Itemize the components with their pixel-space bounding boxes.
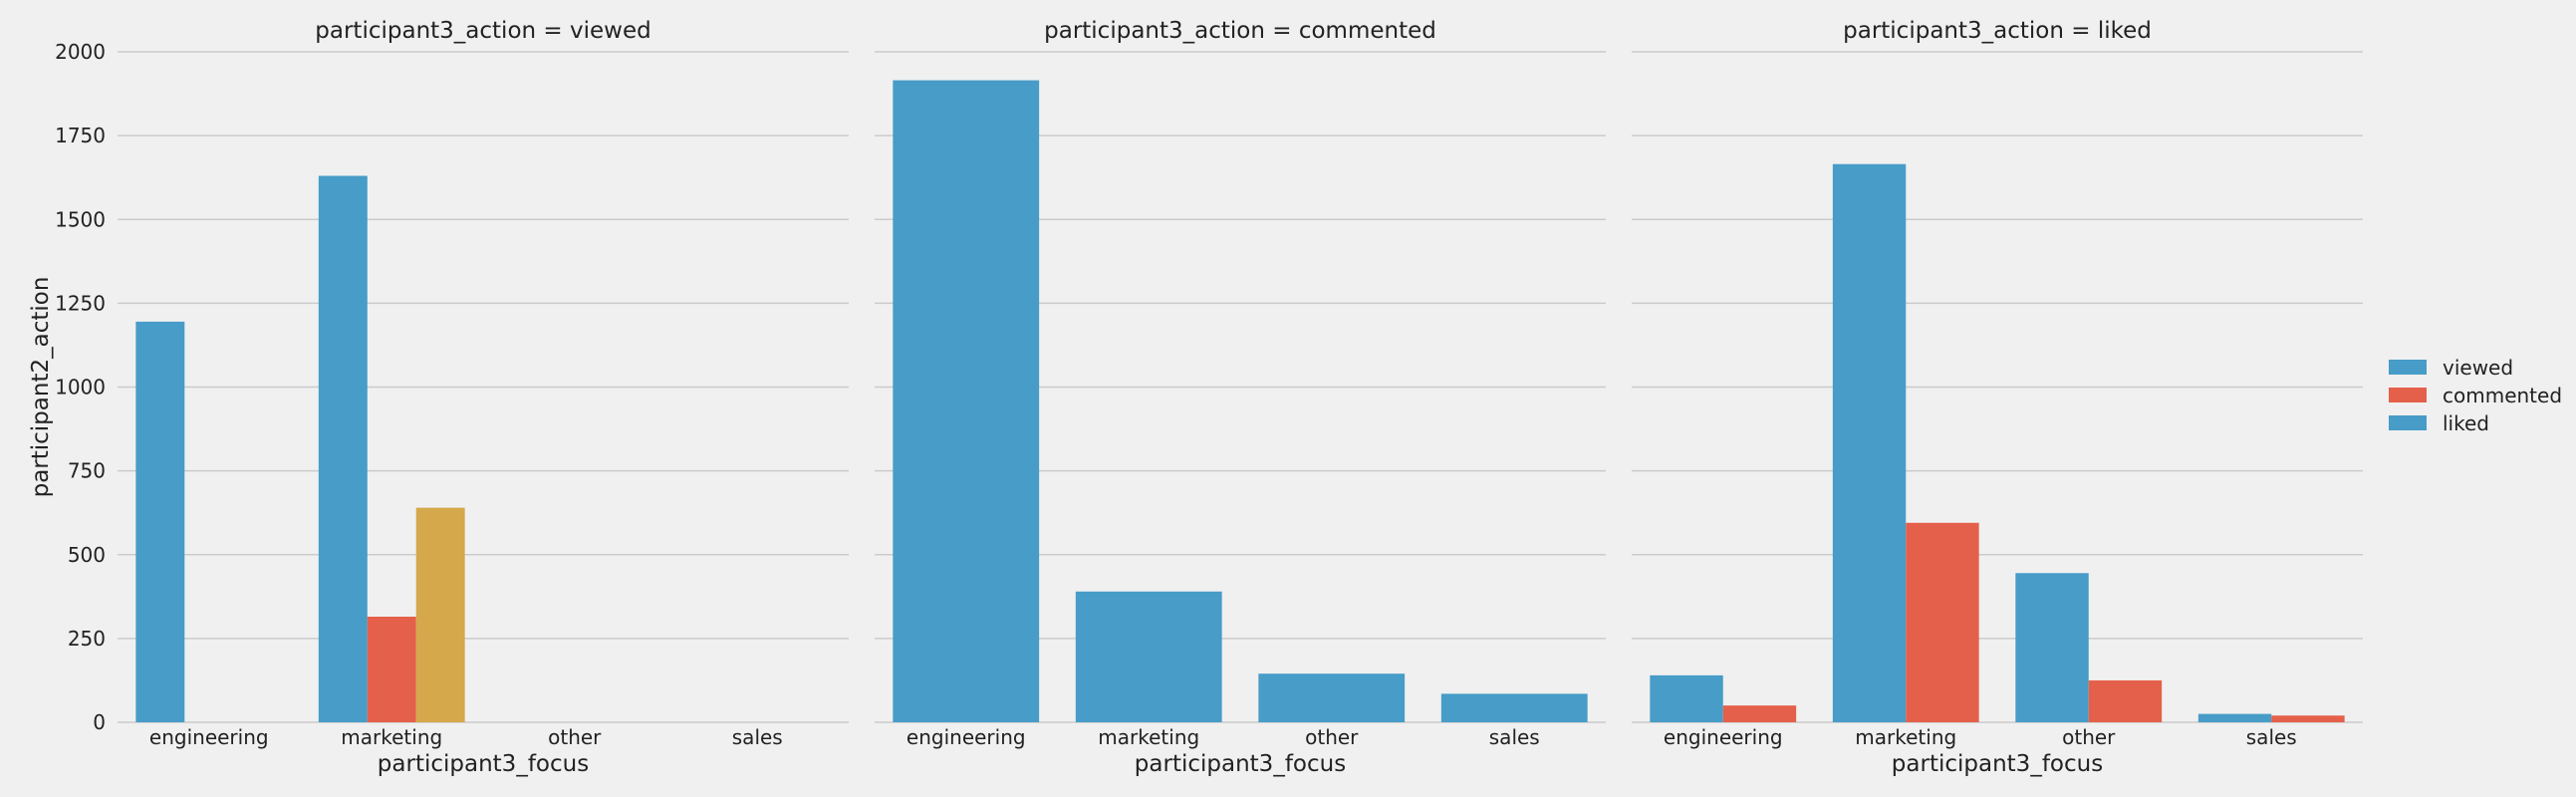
y-tick-label: 750: [68, 459, 106, 483]
panel-title: participant3_action = viewed: [315, 18, 650, 44]
y-tick-label: 1500: [55, 207, 106, 231]
legend-swatch: [2389, 360, 2427, 375]
bar: [1075, 591, 1222, 722]
x-tick-label: other: [2062, 725, 2116, 749]
x-tick-label: sales: [1489, 725, 1540, 749]
bar: [367, 617, 416, 722]
bar: [1258, 673, 1406, 722]
bar: [1650, 674, 1723, 722]
x-tick-label: sales: [732, 725, 783, 749]
bar: [135, 321, 185, 722]
legend-swatch: [2389, 388, 2427, 402]
legend-label: viewed: [2443, 356, 2513, 380]
y-tick-label: 1750: [55, 124, 106, 147]
y-axis-label: participant2_action: [28, 277, 54, 498]
x-tick-label: sales: [2246, 725, 2297, 749]
y-tick-label: 1250: [55, 291, 106, 315]
bar: [2197, 713, 2272, 722]
bar: [1906, 522, 1979, 722]
y-tick-label: 500: [68, 543, 106, 567]
x-axis-label: participant3_focus: [378, 751, 589, 777]
x-tick-label: engineering: [906, 725, 1026, 749]
legend-swatch: [2389, 415, 2427, 430]
legend-label: liked: [2443, 411, 2489, 435]
bar: [1832, 163, 1907, 723]
y-tick-label: 2000: [55, 40, 106, 64]
x-tick-label: marketing: [1855, 725, 1956, 749]
panel-title: participant3_action = commented: [1044, 18, 1436, 44]
x-tick-label: other: [548, 725, 602, 749]
y-tick-label: 0: [93, 710, 106, 734]
panel-title: participant3_action = liked: [1843, 18, 2152, 44]
legend-label: commented: [2443, 384, 2562, 407]
x-tick-label: marketing: [341, 725, 442, 749]
bar: [2088, 679, 2163, 722]
bar: [2271, 715, 2345, 722]
x-tick-label: engineering: [1664, 725, 1783, 749]
bar: [893, 80, 1040, 723]
bar: [1722, 705, 1797, 722]
y-tick-label: 1000: [55, 376, 106, 399]
x-axis-label: participant3_focus: [1892, 751, 2103, 777]
bar: [415, 507, 465, 722]
x-tick-label: engineering: [149, 725, 269, 749]
x-tick-label: marketing: [1098, 725, 1199, 749]
x-axis-label: participant3_focus: [1135, 751, 1346, 777]
x-tick-label: other: [1305, 725, 1359, 749]
bar: [1440, 693, 1588, 722]
bar: [2015, 573, 2089, 722]
y-tick-label: 250: [68, 627, 106, 651]
bar: [318, 175, 368, 722]
